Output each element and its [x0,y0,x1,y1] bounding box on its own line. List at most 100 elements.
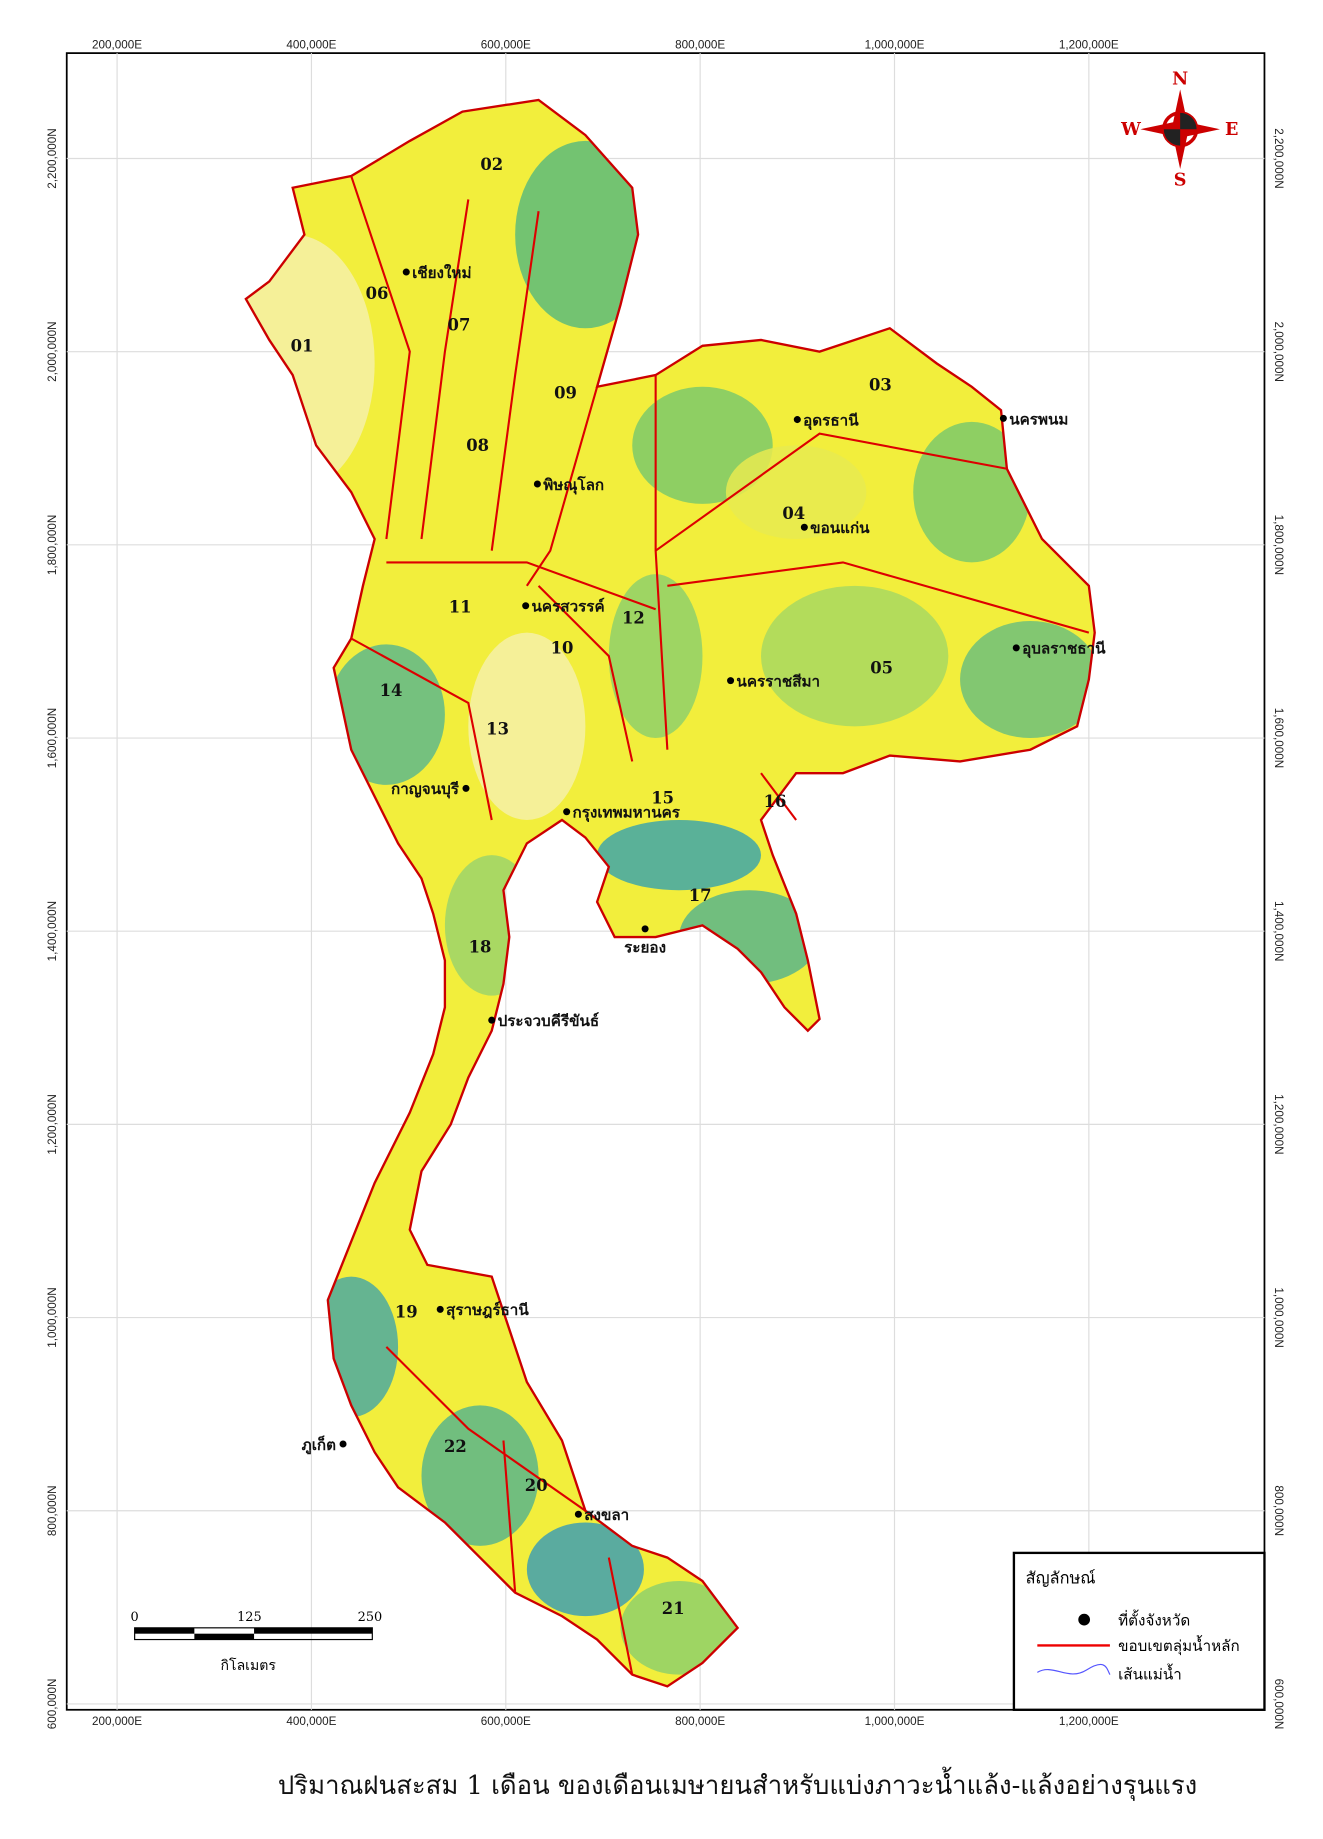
easting-label: 1,000,000E [865,38,925,51]
legend: สัญลักษณ์ ที่ตั้งจังหวัด ขอบเขตลุ่มน้ำหล… [1012,1551,1266,1711]
easting-label: 200,000E [92,1715,142,1728]
easting-label: 1,200,000E [1059,1715,1119,1728]
scale-outline [134,1627,373,1641]
compass-fill [1163,112,1197,146]
basin-label: 09 [554,383,577,402]
easting-label: 600,000E [481,38,531,51]
northing-label: 1,600,000N [46,708,59,768]
scale-label: 0 [131,1610,139,1625]
labels: 01 02 03 04 05 06 07 08 09 10 11 12 13 14 15 16 17 18 19 20… [291,155,1106,1618]
basin-label: 07 [448,316,471,335]
basin-label: 15 [651,789,674,808]
scale-unit: กิโลเมตร [221,1657,277,1674]
rain-patch [515,140,656,329]
rain-patch [597,819,762,891]
rain-patch [526,1522,644,1617]
province-dot [402,268,410,276]
caption: ปริมาณฝนสะสม 1 เดือน ของเดือนเมษายนสำหรั… [278,1767,1197,1801]
land [244,98,1096,1688]
basin-boundary [667,561,1090,634]
basin-label: 11 [449,598,472,617]
rain-patch [620,1581,738,1675]
compass: N S E W [1120,70,1238,191]
easting-label: 800,000E [675,1715,725,1728]
northing-label: 800,000N [1272,1485,1285,1536]
scale-label: 250 [358,1610,383,1625]
province-dot [533,480,541,488]
legend-river [1037,1663,1111,1675]
province-label: เชียงใหม่ [412,263,471,282]
basin-boundary [350,637,493,821]
province-label: นครสวรรค์ [532,598,605,616]
province-dot [800,523,808,531]
rain-patch [960,620,1095,739]
basin-boundary [350,175,411,540]
province-dot [1012,644,1020,652]
province-label: สุราษฎร์ธานี [446,1301,529,1320]
easting-label: 600,000E [481,1715,531,1728]
province-label: กาญจนบุรี [391,780,460,799]
basin-boundary [490,211,540,551]
province-label: ประจวบคีรีขันธ์ [498,1012,600,1030]
northing-label: 1,200,000N [46,1094,59,1154]
basin-boundary [420,199,470,540]
northing-label: 2,200,000N [46,128,59,188]
northing-label: 1,800,000N [1272,515,1285,575]
scale-bar: 0 125 250 กิโลเมตร [131,1610,383,1674]
rain-patches [245,140,1095,1675]
basin-label: 10 [551,639,574,658]
legend-title: สัญลักษณ์ [1026,1568,1096,1587]
basin-label: 19 [395,1303,418,1322]
province-label: สงขลา [584,1506,629,1524]
province-dot [574,1510,582,1518]
province-dot [727,677,735,685]
scale-seg [254,1627,373,1634]
easting-label: 200,000E [92,38,142,51]
easting-label: 800,000E [675,38,725,51]
province-label: ระยอง [624,938,666,956]
compass-e: E [1225,120,1238,140]
province-label: นครพนม [1009,410,1068,428]
northing-label: 600,000N [46,1679,59,1730]
basin-label: 17 [689,886,712,905]
basin-label: 02 [480,155,503,174]
province-label: กรุงเทพมหานคร [573,804,681,823]
northing-label: 1,200,000N [1272,1094,1285,1154]
basin-boundary [537,585,634,762]
province-label: ขอนแก่น [810,519,870,537]
northing-label: 1,000,000N [46,1287,59,1347]
compass-w: W [1120,120,1141,140]
northing-label: 1,400,000N [46,901,59,961]
basin-boundary [525,386,599,587]
rain-patch [725,445,867,539]
northing-label: 1,800,000N [46,515,59,575]
basin-label: 16 [764,792,787,811]
scale-seg [194,1633,255,1640]
province-label: พิษณุโลก [543,475,604,495]
province-dot [999,414,1007,422]
rain-patch [327,644,445,785]
basin-boundary [760,772,797,821]
province-label: อุบลราชธานี [1022,640,1106,659]
basin-label: 01 [291,337,314,356]
easting-label: 1,200,000E [1059,38,1119,51]
legend-box [1012,1551,1266,1711]
northing-label: 2,000,000N [1272,321,1285,381]
land-fill [245,99,1095,1687]
easting-label: 400,000E [286,1715,336,1728]
legend-dot [1078,1613,1091,1626]
province-dot [522,602,530,610]
basin-boundary [385,1346,587,1512]
northing-label: 1,000,000N [1272,1287,1285,1347]
northing-label: 2,200,000N [1272,128,1285,188]
basin-label: 18 [469,937,492,956]
country-border [244,98,1096,1688]
province-dot [488,1016,496,1024]
rain-patch [468,632,586,820]
province-dot [563,808,571,816]
easting-label: 400,000E [286,38,336,51]
legend-item: เส้นแม่น้ำ [1118,1663,1182,1683]
rain-patch [761,585,949,727]
